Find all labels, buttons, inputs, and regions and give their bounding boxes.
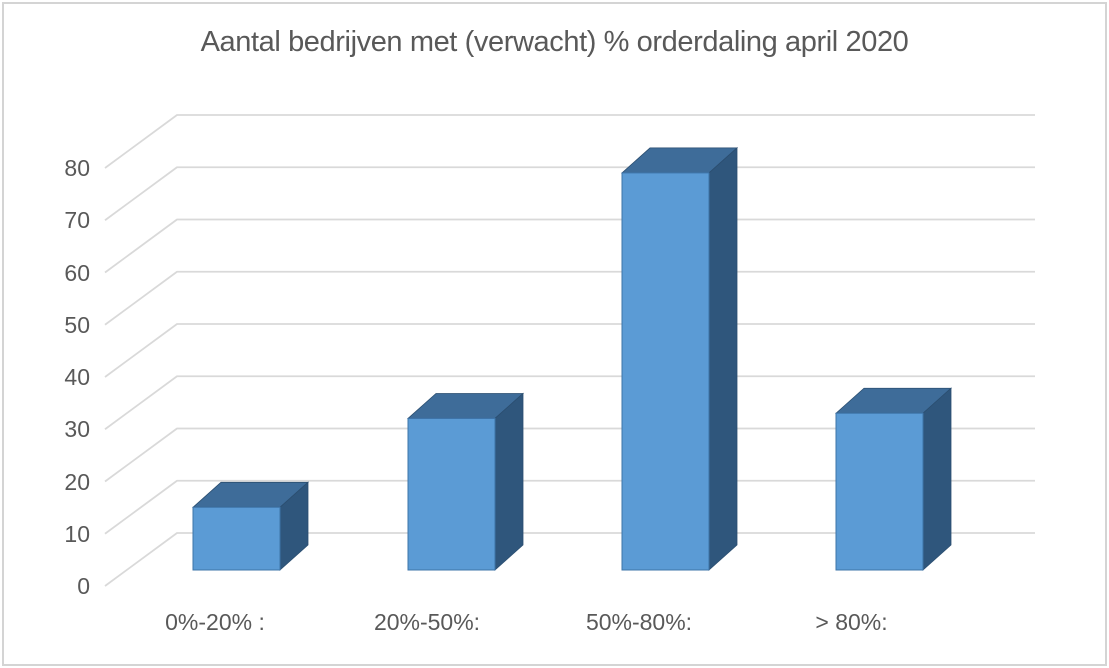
gridline-10 <box>104 479 1035 535</box>
x-category-label-3: > 80%: <box>815 609 888 635</box>
chart-title: Aantal bedrijven met (verwacht) % orderd… <box>200 26 909 58</box>
y-tick-label-40: 40 <box>64 364 90 390</box>
gridline-80 <box>104 114 1035 169</box>
x-category-label-0: 0%-20% : <box>165 609 265 635</box>
bar-1-front-face <box>407 417 496 571</box>
bar-3 <box>834 387 953 571</box>
y-tick-label-50: 50 <box>64 311 90 338</box>
gridline-60 <box>104 218 1035 274</box>
y-tick-label-70: 70 <box>64 207 90 234</box>
y-tick-label-0: 0 <box>77 573 90 599</box>
bar-2-front-face <box>621 172 710 571</box>
bar-2-side-face <box>708 147 738 571</box>
y-tick-label-80: 80 <box>64 155 90 181</box>
x-category-label-1: 20%-50%: <box>373 609 481 635</box>
bar-0-front-face <box>192 506 281 571</box>
y-tick-label-10: 10 <box>64 520 90 547</box>
gridline-70 <box>104 166 1035 221</box>
bar-3-front-face <box>835 412 924 571</box>
bar-0 <box>191 481 310 571</box>
bar-3-side-face <box>922 387 952 571</box>
gridline-20 <box>104 427 1035 483</box>
y-tick-label-20: 20 <box>64 468 90 495</box>
x-category-label-2: 50%-80%: <box>585 609 693 635</box>
gridline-40 <box>104 323 1035 378</box>
bar-1 <box>406 392 525 571</box>
bar-1-side-face <box>494 392 524 571</box>
y-tick-label-60: 60 <box>64 259 90 286</box>
gridline-0 <box>104 532 1035 587</box>
gridline-50 <box>104 270 1035 326</box>
bar-2 <box>620 147 739 571</box>
y-tick-label-30: 30 <box>64 416 90 443</box>
gridline-30 <box>104 375 1035 430</box>
